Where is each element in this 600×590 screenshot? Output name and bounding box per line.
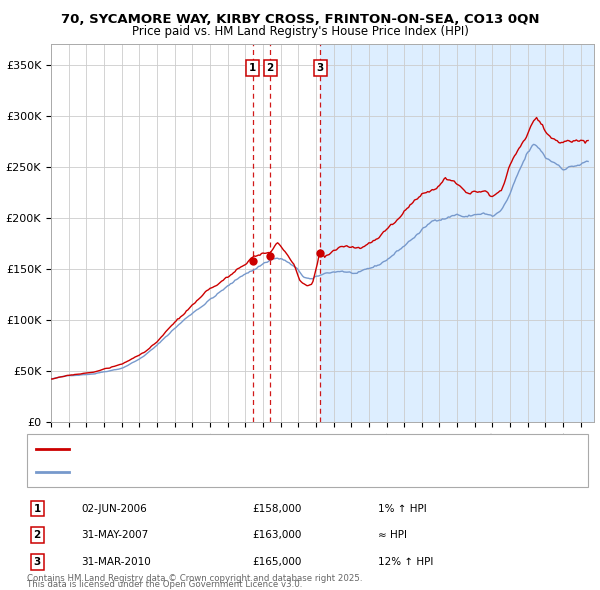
Text: 1: 1 (34, 504, 41, 513)
Text: £158,000: £158,000 (252, 504, 301, 513)
Bar (51, 44, 320, 422)
Text: £163,000: £163,000 (252, 530, 301, 540)
Text: HPI: Average price, semi-detached house, Tendring: HPI: Average price, semi-detached house,… (75, 467, 330, 477)
Text: 3: 3 (317, 63, 324, 73)
Text: £165,000: £165,000 (252, 557, 301, 566)
Text: 1: 1 (249, 63, 256, 73)
Text: 3: 3 (34, 557, 41, 566)
Text: 12% ↑ HPI: 12% ↑ HPI (378, 557, 433, 566)
Text: 2: 2 (34, 530, 41, 540)
Text: Contains HM Land Registry data © Crown copyright and database right 2025.: Contains HM Land Registry data © Crown c… (27, 574, 362, 583)
Text: ≈ HPI: ≈ HPI (378, 530, 407, 540)
Text: 31-MAY-2007: 31-MAY-2007 (81, 530, 148, 540)
Bar (320, 44, 594, 422)
Text: 31-MAR-2010: 31-MAR-2010 (81, 557, 151, 566)
Text: Price paid vs. HM Land Registry's House Price Index (HPI): Price paid vs. HM Land Registry's House … (131, 25, 469, 38)
Text: This data is licensed under the Open Government Licence v3.0.: This data is licensed under the Open Gov… (27, 580, 302, 589)
Text: 1% ↑ HPI: 1% ↑ HPI (378, 504, 427, 513)
Text: 70, SYCAMORE WAY, KIRBY CROSS, FRINTON-ON-SEA, CO13 0QN (semi-detached house): 70, SYCAMORE WAY, KIRBY CROSS, FRINTON-O… (75, 444, 515, 454)
Text: 70, SYCAMORE WAY, KIRBY CROSS, FRINTON-ON-SEA, CO13 0QN: 70, SYCAMORE WAY, KIRBY CROSS, FRINTON-O… (61, 13, 539, 26)
Text: 02-JUN-2006: 02-JUN-2006 (81, 504, 147, 513)
Text: 2: 2 (266, 63, 274, 73)
